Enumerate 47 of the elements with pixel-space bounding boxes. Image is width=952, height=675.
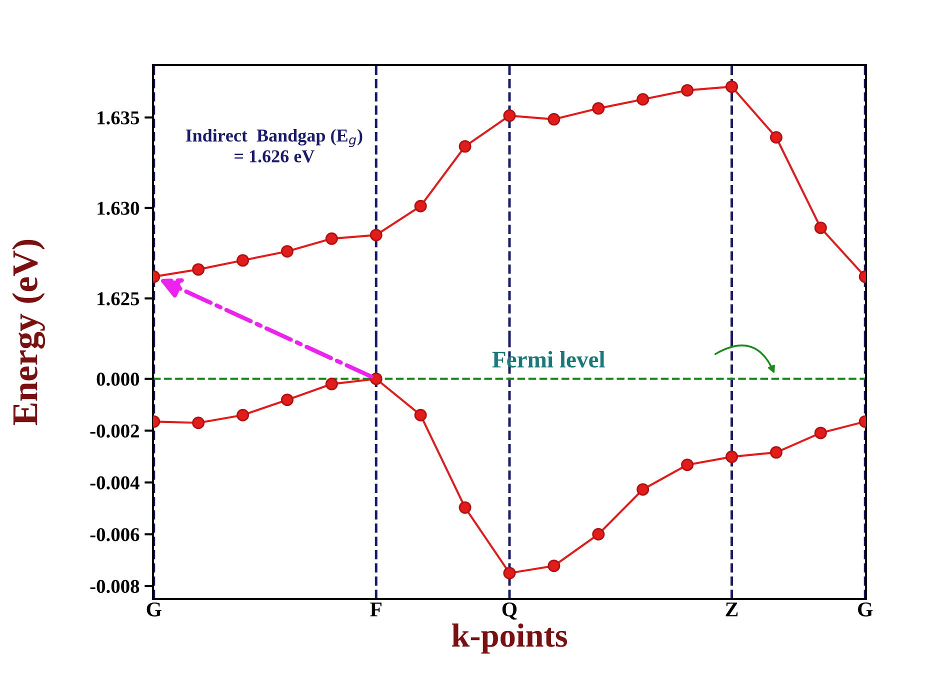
- ref-line-label: Fermi level: [492, 350, 605, 368]
- y-tick-label: -0.004: [90, 476, 140, 490]
- point: [414, 200, 427, 212]
- point: [548, 560, 560, 572]
- text: Indirect Bandgap (E$_{g}$) = 1.626 eV: [186, 128, 362, 162]
- point: [681, 458, 694, 472]
- point: [548, 113, 560, 126]
- point: [280, 245, 294, 258]
- y-tick-label: -0.002: [90, 424, 139, 438]
- point: [503, 109, 516, 122]
- point: [236, 254, 250, 267]
- y-tick-label: 0.000: [96, 372, 140, 386]
- y-tick-label: -0.008: [90, 580, 140, 594]
- point: [636, 93, 650, 106]
- point: [325, 378, 338, 390]
- point: [726, 80, 738, 93]
- x-tick-label: Z: [726, 602, 738, 616]
- point: [814, 426, 827, 440]
- x-tick-label: G: [146, 602, 162, 616]
- y-axis-title: Energy (eV): [12, 240, 46, 426]
- point: [414, 408, 427, 422]
- point: [770, 131, 782, 144]
- point: [236, 408, 250, 422]
- point: [770, 446, 782, 459]
- point: [192, 263, 205, 276]
- point: [726, 450, 738, 464]
- x-tick-label: F: [370, 602, 382, 616]
- x-tick-label: Q: [502, 602, 517, 620]
- point: [458, 501, 472, 514]
- point: [592, 528, 605, 540]
- y-tick-label: -0.006: [90, 528, 140, 542]
- point: [370, 372, 382, 386]
- point: [814, 222, 827, 234]
- x-axis-title: k-points: [452, 623, 568, 654]
- point: [592, 102, 605, 115]
- point: [280, 394, 294, 406]
- point: [681, 84, 694, 97]
- y-tick-label: 1.635: [98, 111, 140, 124]
- point: [636, 483, 650, 496]
- point: [192, 416, 205, 430]
- y-tick-label: 1.630: [98, 202, 140, 215]
- x-tick-label: G: [858, 602, 873, 616]
- point: [458, 140, 472, 153]
- point: [503, 566, 516, 580]
- point: [370, 228, 382, 242]
- point: [325, 232, 338, 245]
- y-tick-label: 1.625: [98, 292, 140, 306]
